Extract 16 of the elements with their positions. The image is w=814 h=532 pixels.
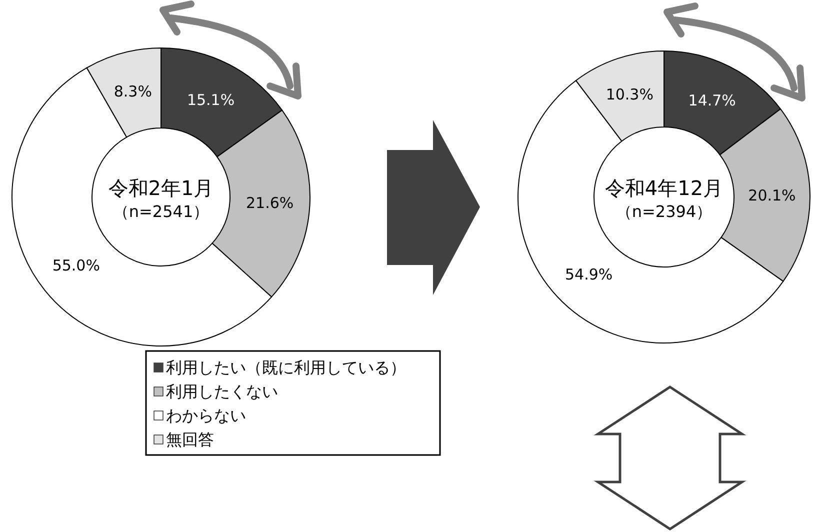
legend-label: 無回答	[166, 430, 214, 449]
text: （n=2541）	[112, 202, 210, 221]
data-label: 8.3%	[114, 82, 152, 101]
data-label: 55.0%	[52, 256, 100, 274]
slice-label: わからない	[166, 406, 246, 425]
data-label: 10.3%	[606, 86, 654, 104]
data-label: 15.1%	[186, 91, 235, 110]
legend-label: 利用したくない	[166, 382, 278, 401]
data-label: 20.1%	[748, 186, 796, 204]
data-label: 54.9%	[565, 266, 613, 284]
legend-label: 利用したい（既に利用している）	[166, 358, 406, 377]
data-label: 21.6%	[246, 194, 294, 212]
data-label: 14.7%	[688, 91, 736, 110]
text: （n=2394）	[616, 202, 712, 221]
text: 令和4年12月	[604, 176, 724, 200]
text: 令和2年1月	[108, 176, 214, 200]
